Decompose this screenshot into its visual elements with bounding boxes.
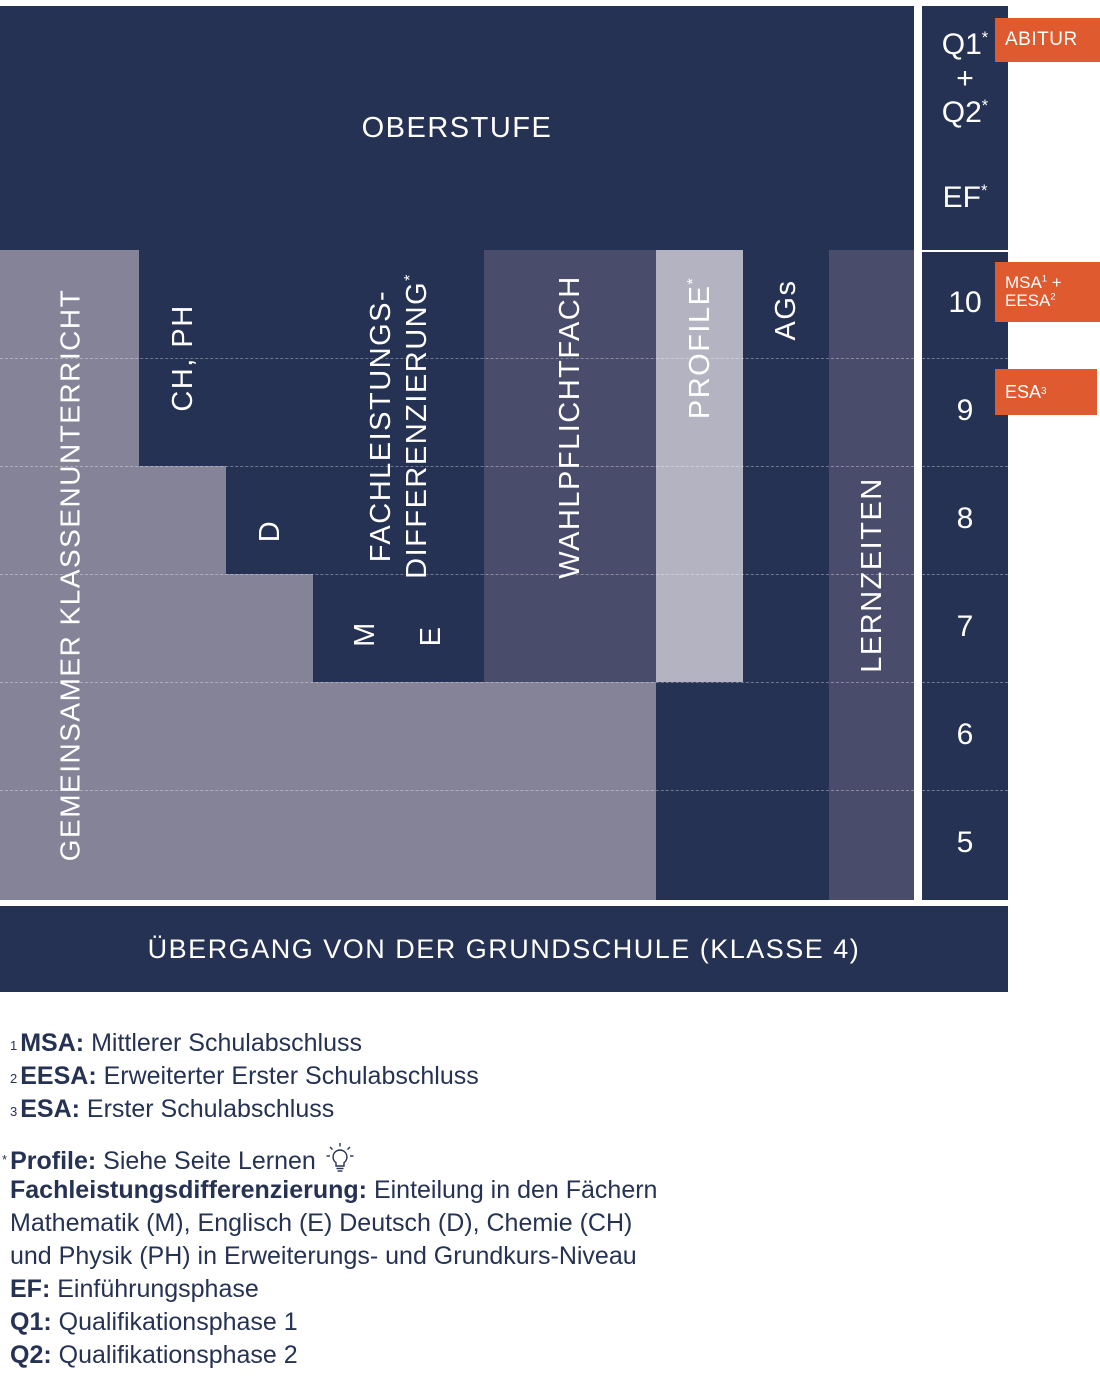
lernzeiten-label: LERNZEITEN <box>855 477 888 673</box>
uebergang-label: ÜBERGANG VON DER GRUNDSCHULE (KLASSE 4) <box>147 933 861 964</box>
wahlpflicht-label: WAHLPFLICHTFACH <box>553 275 586 579</box>
footnote-ef: EF: Einführungsphase <box>10 1275 259 1303</box>
oberstufe-label: OBERSTUFE <box>361 111 553 144</box>
fachleistung-block: FACHLEISTUNGS- DIFFERENZIERUNG* M E <box>313 250 484 682</box>
footnote-esa: 3 ESA: Erster Schulabschluss <box>10 1095 335 1123</box>
footnote-fach-line2: Mathematik (M), Englisch (E) Deutsch (D)… <box>10 1209 633 1237</box>
profile-label: PROFILE* <box>683 276 716 420</box>
gemeinsamer-step-3 <box>313 682 656 900</box>
wahlpflicht-block: WAHLPFLICHTFACH <box>484 250 656 682</box>
ags-label: AGs <box>769 279 802 341</box>
fachleistung-line1: FACHLEISTUNGS- <box>364 289 397 563</box>
esa-badge: ESA 3 <box>995 369 1097 415</box>
grade-7: 7 <box>956 610 974 643</box>
lernzeiten-block: LERNZEITEN <box>829 250 914 900</box>
fachleistung-label: FACHLEISTUNGS- DIFFERENZIERUNG* <box>362 273 435 579</box>
ch-ph-block: CH, PH <box>139 250 226 466</box>
grade-5: 5 <box>956 826 974 859</box>
plus-label: + <box>956 62 974 95</box>
footnote-msa: 1 MSA: Mittlerer Schulabschluss <box>10 1029 363 1057</box>
profile-star: * <box>684 276 702 285</box>
e-label: E <box>414 625 447 647</box>
gemeinsamer-step-2 <box>226 574 313 900</box>
grid-line <box>0 574 914 575</box>
grid-line <box>0 682 914 683</box>
profile-block: PROFILE* <box>656 250 743 682</box>
oberstufe-block: OBERSTUFE <box>0 6 914 250</box>
q2-label: Q2* <box>941 96 989 129</box>
ef-label: EF* <box>942 181 988 214</box>
grade-6: 6 <box>956 718 974 751</box>
grade-10: 10 <box>948 286 982 319</box>
grid-line <box>922 682 1008 683</box>
fachleistung-line2: DIFFERENZIERUNG <box>400 280 433 579</box>
grade-column-top <box>922 6 1008 250</box>
grid-line <box>0 358 914 359</box>
d-label: D <box>253 519 286 543</box>
m-label: M <box>348 621 381 647</box>
footnote-fach-line3: und Physik (PH) in Erweiterungs- und Gru… <box>10 1242 637 1270</box>
grid-line <box>0 790 914 791</box>
footnote-fach: Fachleistungsdifferenzierung: Einteilung… <box>10 1176 658 1204</box>
ags-lower-block <box>656 682 829 900</box>
footnote-profile: * Profile: Siehe Seite Lernen <box>2 1141 355 1178</box>
grid-line <box>922 466 1008 467</box>
q1-label: Q1* <box>941 28 989 61</box>
abitur-badge: ABITUR <box>995 18 1100 62</box>
msa-eesa-badge: MSA1 + EESA2 <box>995 262 1100 322</box>
footnote-q2: Q2: Qualifikationsphase 2 <box>10 1341 298 1369</box>
footnote-eesa: 2 EESA: Erweiterter Erster Schulabschluss <box>10 1062 479 1090</box>
gemeinsamer-step-1 <box>139 466 226 900</box>
grade-9: 9 <box>956 394 974 427</box>
fachleistung-star: * <box>401 273 419 281</box>
gemeinsamer-label: GEMEINSAMER KLASSENUNTERRICHT <box>54 288 85 862</box>
lightbulb-icon <box>326 1143 354 1172</box>
grade-column <box>922 252 1008 900</box>
ags-block: AGs <box>743 250 829 682</box>
grid-line <box>922 574 1008 575</box>
grid-line <box>922 358 1008 359</box>
grid-line <box>922 790 1008 791</box>
uebergang-bar: ÜBERGANG VON DER GRUNDSCHULE (KLASSE 4) <box>0 906 1008 992</box>
grade-8: 8 <box>956 502 974 535</box>
footnote-q1: Q1: Qualifikationsphase 1 <box>10 1308 298 1336</box>
gemeinsamer-block-left: GEMEINSAMER KLASSENUNTERRICHT <box>0 250 139 900</box>
d-block: D <box>226 250 313 574</box>
grid-line <box>0 466 914 467</box>
